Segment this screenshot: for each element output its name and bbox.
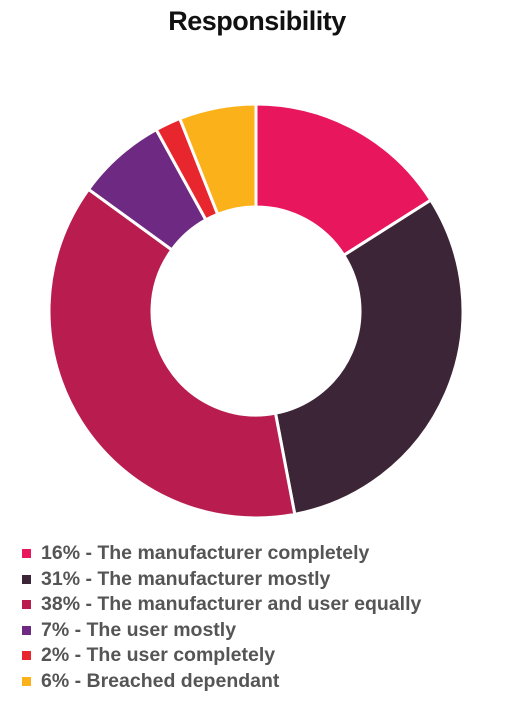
legend-item-2: 38% - The manufacturer and user equally <box>22 592 502 618</box>
donut-chart <box>47 102 465 520</box>
donut-slice-0 <box>254 102 433 257</box>
legend-label-5: 6% - Breached dependant <box>41 669 280 692</box>
donut-slice-1 <box>273 198 465 516</box>
legend-label-2: 38% - The manufacturer and user equally <box>41 593 422 616</box>
chart-title: Responsibility <box>168 6 346 36</box>
donut-slice-2 <box>47 187 297 520</box>
legend-item-4: 2% - The user completely <box>22 643 502 669</box>
legend-item-5: 6% - Breached dependant <box>22 669 502 695</box>
legend-swatch-1 <box>22 574 31 584</box>
chart-legend: 16% - The manufacturer completely 31% - T… <box>22 541 502 694</box>
legend-item-0: 16% - The manufacturer completely <box>22 541 502 567</box>
legend-swatch-2 <box>22 600 31 610</box>
donut-slice-5 <box>178 102 258 216</box>
legend-item-1: 31% - The manufacturer mostly <box>22 567 502 593</box>
legend-item-3: 7% - The user mostly <box>22 618 502 644</box>
legend-label-1: 31% - The manufacturer mostly <box>41 567 331 590</box>
legend-label-3: 7% - The user mostly <box>41 618 237 641</box>
legend-swatch-0 <box>22 549 31 559</box>
legend-label-0: 16% - The manufacturer completely <box>41 542 370 565</box>
legend-swatch-5 <box>22 676 31 686</box>
legend-label-4: 2% - The user completely <box>41 644 276 667</box>
legend-swatch-4 <box>22 651 31 661</box>
legend-swatch-3 <box>22 625 31 635</box>
